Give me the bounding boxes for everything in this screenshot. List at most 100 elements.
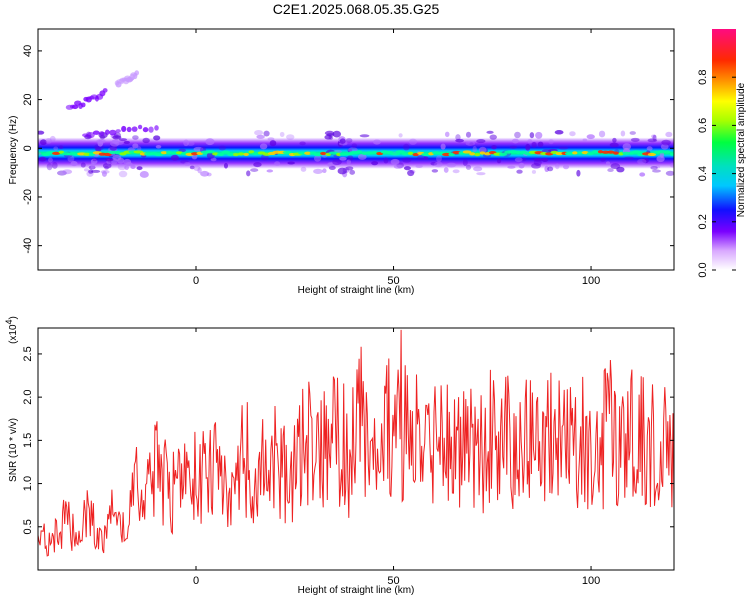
spectral-speckle xyxy=(600,157,606,162)
spectral-speckle xyxy=(443,167,449,173)
spectral-patch xyxy=(92,130,100,135)
spectral-speckle xyxy=(49,135,56,142)
spectral-peak xyxy=(498,152,508,157)
spectral-speckle xyxy=(548,139,554,145)
spectral-speckle xyxy=(446,162,457,168)
spectral-peak xyxy=(401,152,409,156)
bottom-y-tick-label: 1.5 xyxy=(22,433,34,448)
y-multiplier-label: (x104) xyxy=(4,316,19,344)
spectral-speckle xyxy=(622,143,632,151)
spectral-speckle xyxy=(153,135,161,141)
spectral-peak xyxy=(227,152,235,157)
spectral-speckle xyxy=(469,142,474,147)
spectral-speckle xyxy=(476,172,486,176)
spectral-speckle xyxy=(547,166,554,172)
spectral-speckle xyxy=(569,131,576,137)
spectral-speckle xyxy=(651,134,657,139)
spectral-peak xyxy=(232,152,239,157)
spectral-speckle xyxy=(669,162,674,168)
spectral-speckle xyxy=(346,159,351,165)
spectral-peak xyxy=(154,152,164,157)
spectral-speckle xyxy=(92,157,98,162)
spectral-speckle xyxy=(337,167,348,175)
spectral-speckle xyxy=(125,162,133,167)
spectral-peak xyxy=(612,151,619,155)
spectral-speckle xyxy=(299,141,306,146)
spectral-speckle xyxy=(393,164,403,169)
spectral-patch xyxy=(131,126,138,132)
spectral-speckle xyxy=(371,161,379,166)
top-x-axis-label: Height of straight line (km) xyxy=(298,285,415,296)
colorbar-label: Normalized spectral amplitude xyxy=(736,82,747,217)
spectral-speckle xyxy=(415,164,423,168)
spectral-patch xyxy=(134,70,140,76)
spectral-speckle xyxy=(117,163,127,171)
spectral-speckle xyxy=(193,165,201,172)
spectral-peak xyxy=(572,151,578,155)
spectral-patch xyxy=(86,132,95,139)
spectral-speckle xyxy=(472,146,477,153)
bottom-y-ticks: 0.5 1.0 1.5 2.0 2.5 xyxy=(22,346,674,534)
spectral-speckle xyxy=(180,160,189,164)
figure-title: C2E1.2025.068.05.35.G25 xyxy=(273,1,440,17)
spectral-peak xyxy=(395,150,405,154)
top-y-tick-label: 20 xyxy=(22,93,34,105)
spectral-speckle xyxy=(67,155,75,163)
spectral-speckle xyxy=(70,161,78,167)
spectral-patch xyxy=(121,125,127,133)
colorbar-tick-label: 0.8 xyxy=(697,70,709,85)
spectral-speckle xyxy=(137,146,142,152)
spectral-speckle xyxy=(562,164,570,170)
spectral-speckle xyxy=(351,143,358,149)
spectral-speckle xyxy=(665,131,673,138)
spectral-speckle xyxy=(183,139,189,147)
spectral-peak xyxy=(103,152,112,157)
spectral-speckle xyxy=(535,131,543,139)
spectral-speckle xyxy=(38,152,42,156)
spectral-peak xyxy=(586,152,594,156)
spectral-patch xyxy=(99,131,105,136)
spectral-speckle xyxy=(465,164,472,170)
spectral-peak xyxy=(114,151,121,155)
spectral-speckle xyxy=(124,165,129,170)
colorbar-tick-label: 0.2 xyxy=(697,214,709,229)
spectral-speckle xyxy=(629,131,636,135)
spectral-speckle xyxy=(253,162,262,168)
spectral-peak xyxy=(160,151,168,155)
spectral-speckle xyxy=(279,131,285,137)
spectral-speckle xyxy=(624,156,634,160)
spectral-speckle xyxy=(332,159,342,166)
spectral-speckle xyxy=(465,131,472,138)
spectral-peak xyxy=(216,152,225,157)
spectral-speckle xyxy=(269,140,277,147)
spectral-speckle xyxy=(525,143,531,151)
spectral-speckle xyxy=(476,139,486,144)
spectral-speckle xyxy=(357,153,367,160)
spectral-speckle xyxy=(423,156,429,160)
spectral-speckle xyxy=(62,169,73,175)
spectral-peak xyxy=(462,150,472,154)
colorbar-ticks: 0.0 0.2 0.4 0.6 0.8 xyxy=(697,70,736,278)
spectral-speckle xyxy=(555,163,560,170)
spectral-speckle xyxy=(436,155,442,163)
spectral-patch xyxy=(126,126,132,133)
spectral-peak xyxy=(479,151,486,155)
spectral-speckle xyxy=(123,140,130,144)
spectral-patch xyxy=(137,124,143,130)
spectral-speckle xyxy=(531,163,541,169)
spectral-speckle xyxy=(332,130,342,138)
spectral-peak xyxy=(407,151,414,156)
bottom-x-tick-label: 100 xyxy=(582,575,600,587)
bottom-x-tick-label: 50 xyxy=(387,575,399,587)
spectral-speckle xyxy=(197,167,202,174)
spectral-speckle xyxy=(223,162,228,169)
spectral-speckle xyxy=(610,163,621,170)
spectral-speckle xyxy=(267,137,275,141)
spectral-peak xyxy=(237,152,245,156)
spectral-speckle xyxy=(531,169,537,174)
spectral-speckle xyxy=(186,141,195,146)
spectral-speckle xyxy=(91,169,101,173)
spectral-speckle xyxy=(554,130,564,135)
spectral-speckle xyxy=(455,138,464,143)
spectral-speckle xyxy=(598,130,606,138)
